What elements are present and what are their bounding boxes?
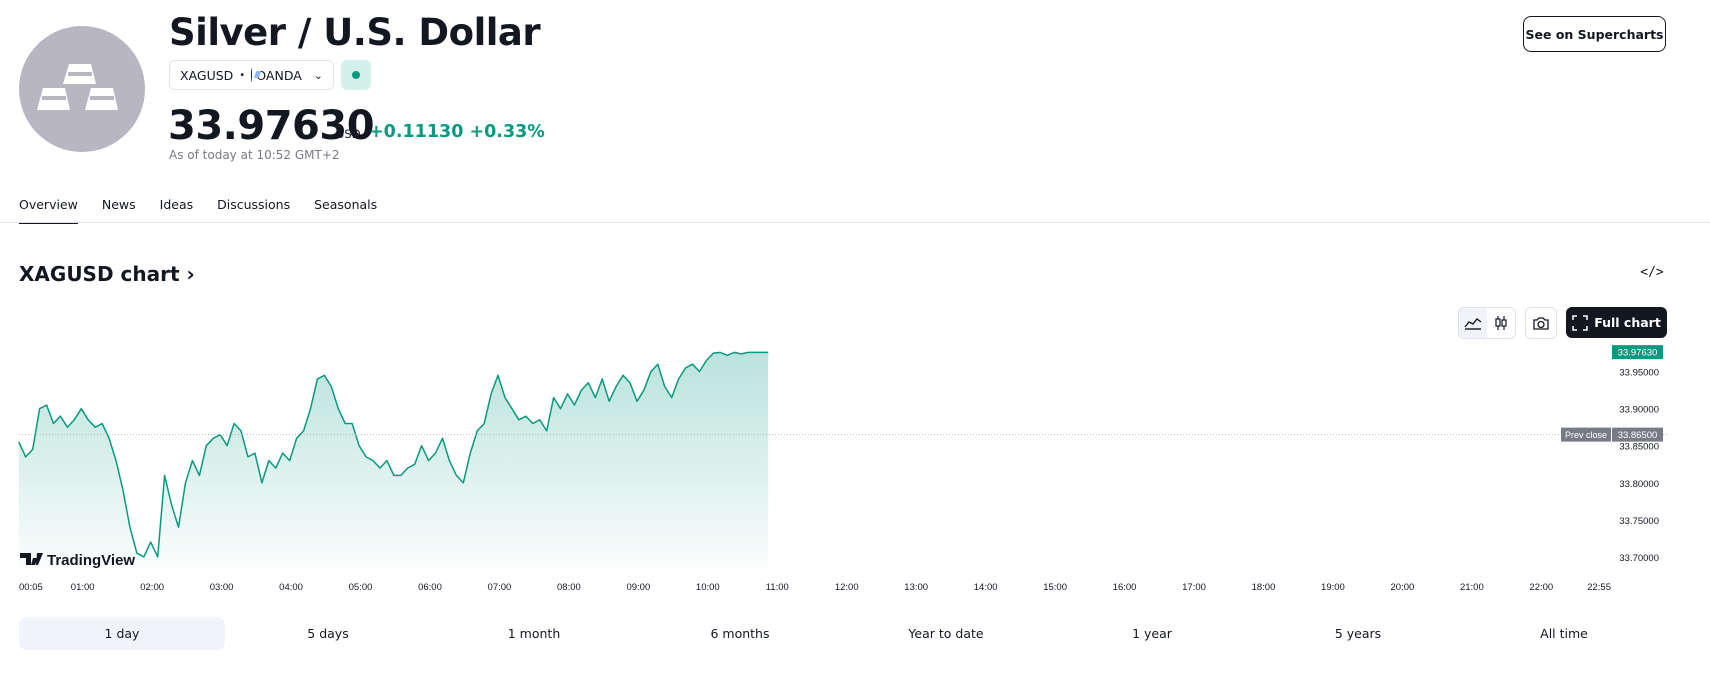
range-5-years[interactable]: 5 years <box>1334 626 1382 641</box>
x-axis-tick-label: 17:00 <box>1182 582 1206 593</box>
tab-overview[interactable]: Overview <box>19 197 78 224</box>
tradingview-logo-icon <box>20 553 43 565</box>
price-area-fill <box>18 352 769 568</box>
exchange-icon <box>251 68 253 82</box>
section-tabs: Overview News Ideas Discussions Seasonal… <box>19 197 401 224</box>
x-axis-tick-label: 22:55 <box>1587 582 1611 593</box>
x-axis-tick-label: 19:00 <box>1321 582 1345 593</box>
symbol-ticker: XAGUSD <box>180 67 234 83</box>
area-chart-button[interactable] <box>1459 308 1487 338</box>
code-icon[interactable]: </> <box>1640 265 1664 280</box>
fullscreen-icon <box>1572 314 1588 331</box>
x-axis-tick-label: 00:05 <box>19 582 43 593</box>
camera-icon <box>1533 316 1549 330</box>
full-chart-button[interactable]: Full chart <box>1566 307 1667 338</box>
range-all-time[interactable]: All time <box>1540 626 1588 641</box>
area-chart-icon <box>1464 318 1482 330</box>
range-5-days[interactable]: 5 days <box>307 626 349 641</box>
full-chart-label: Full chart <box>1594 315 1661 330</box>
x-axis-tick-label: 21:00 <box>1460 582 1484 593</box>
tab-news[interactable]: News <box>101 197 136 212</box>
y-axis-tick-label: 33.85000 <box>1619 442 1659 453</box>
range-6-months[interactable]: 6 months <box>710 626 770 641</box>
x-axis-tick-label: 16:00 <box>1113 582 1137 593</box>
y-axis-tick-label: 33.90000 <box>1619 405 1659 416</box>
candles-chart-button[interactable] <box>1487 308 1515 338</box>
chart-style-toggle <box>1458 307 1516 339</box>
y-axis-tick-label: 33.75000 <box>1619 516 1659 527</box>
tradingview-brand-text: TradingView <box>47 552 135 569</box>
price-change: +0.11130 +0.33% <box>369 122 545 142</box>
price-change-value: +0.11130 <box>369 122 464 142</box>
x-axis-tick-label: 22:00 <box>1529 582 1553 593</box>
tab-seasonals[interactable]: Seasonals <box>314 197 378 212</box>
x-axis-tick-label: 13:00 <box>904 582 928 593</box>
tab-discussions[interactable]: Discussions <box>217 197 291 212</box>
x-axis-tick-label: 06:00 <box>418 582 442 593</box>
x-axis-tick-label: 11:00 <box>766 582 789 593</box>
x-axis-tick-label: 05:00 <box>349 582 373 593</box>
price-chart[interactable]: 33.95000 33.90000 33.85000 33.80000 33.75000… <box>0 340 1710 600</box>
tabs-divider <box>0 222 1710 223</box>
x-axis-tick-label: 10:00 <box>696 582 720 593</box>
prev-close-badge <box>1612 427 1663 442</box>
last-price-label: 33.97630 <box>1618 348 1658 359</box>
x-axis-tick-label: 12:00 <box>835 582 859 593</box>
x-axis-tick-label: 03:00 <box>210 582 234 593</box>
y-axis-tick-label: 33.80000 <box>1619 479 1659 490</box>
x-axis-tick-label: 15:00 <box>1043 582 1067 593</box>
separator-dot: • <box>239 69 246 81</box>
price-currency: USD <box>336 127 361 141</box>
price-timestamp: As of today at 10:52 GMT+2 <box>169 148 340 162</box>
range-1-year[interactable]: 1 year <box>1132 626 1172 641</box>
tab-ideas[interactable]: Ideas <box>159 197 194 212</box>
x-axis-tick-label: 14:00 <box>974 582 998 593</box>
chevron-down-icon: ⌄ <box>313 68 323 82</box>
symbol-logo <box>19 26 145 152</box>
x-axis-tick-label: 18:00 <box>1252 582 1276 593</box>
chart-title-link[interactable]: XAGUSD chart › <box>19 262 195 286</box>
prev-close-tag <box>1561 427 1611 442</box>
tradingview-logo[interactable]: TradingView <box>20 552 135 569</box>
exchange-name: OANDA <box>256 67 302 83</box>
x-axis-tick-label: 07:00 <box>488 582 512 593</box>
page-title: Silver / U.S. Dollar <box>169 11 541 54</box>
y-axis-tick-label: 33.70000 <box>1619 553 1659 564</box>
price-change-percent: +0.33% <box>469 122 545 142</box>
candles-icon <box>1495 316 1507 330</box>
x-axis-tick-label: 02:00 <box>140 582 164 593</box>
last-price-badge <box>1612 345 1663 360</box>
price-series-line <box>18 351 769 558</box>
x-axis-tick-label: 04:00 <box>279 582 303 593</box>
see-on-supercharts-button[interactable]: See on Supercharts <box>1523 16 1666 52</box>
x-axis-tick-label: 20:00 <box>1391 582 1415 593</box>
symbol-selector[interactable]: XAGUSD • OANDA ⌄ <box>169 60 334 90</box>
time-range-selector: 1 day 5 days 1 month 6 months Year to da… <box>19 617 1667 650</box>
x-axis-tick-label: 01:00 <box>71 582 95 593</box>
x-axis-tick-label: 08:00 <box>557 582 581 593</box>
prev-close-text: Prev close <box>1565 430 1607 440</box>
silver-bars-icon <box>37 64 118 110</box>
range-year-to-date[interactable]: Year to date <box>908 626 984 641</box>
range-1-day[interactable]: 1 day <box>19 617 225 650</box>
x-axis-tick-label: 09:00 <box>626 582 650 593</box>
market-status-badge[interactable] <box>341 60 371 90</box>
current-price: 33.97630 <box>168 103 375 149</box>
prev-close-label: 33.86500 <box>1618 430 1658 441</box>
range-1-month[interactable]: 1 month <box>507 626 561 641</box>
snapshot-button[interactable] <box>1525 307 1557 339</box>
y-axis-tick-label: 33.95000 <box>1619 368 1659 379</box>
